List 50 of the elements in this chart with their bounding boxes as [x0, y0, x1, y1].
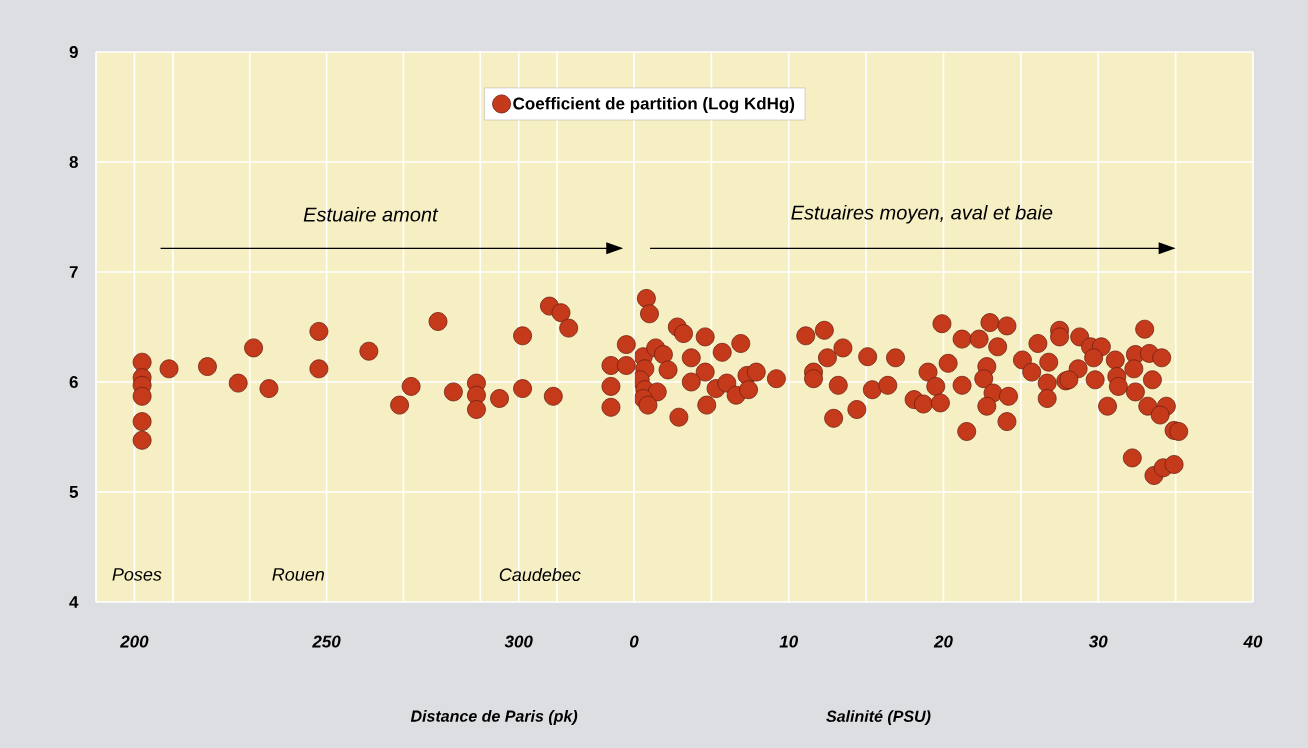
point — [198, 357, 217, 376]
y-tick-label: 5 — [69, 486, 78, 498]
point — [513, 326, 532, 346]
x-tick-label: 20 — [933, 635, 953, 648]
point — [601, 397, 621, 417]
point — [390, 395, 409, 415]
point — [601, 377, 621, 396]
x-axis-title: Distance de Paris (pk) — [410, 710, 578, 725]
point — [513, 379, 532, 398]
point — [401, 377, 421, 396]
point — [159, 359, 179, 379]
annotation: Poses — [112, 568, 162, 581]
x-tick-label: 300 — [504, 635, 533, 648]
point — [132, 430, 152, 450]
point — [601, 356, 621, 375]
point — [244, 338, 263, 358]
point — [309, 322, 329, 341]
point — [309, 359, 329, 379]
point — [559, 318, 579, 338]
y-tick-label: 4 — [69, 596, 79, 608]
point — [616, 356, 636, 375]
x-tick-label: 10 — [779, 635, 799, 648]
point — [467, 400, 486, 419]
point — [551, 303, 571, 323]
x-tick-label: 30 — [1088, 635, 1108, 648]
x-tick-label: 250 — [312, 635, 341, 648]
legend-label: Coefficient de partition (Log KdHg) — [513, 97, 795, 113]
y-tick-label: 9 — [69, 45, 78, 59]
annotation: Rouen — [272, 568, 324, 581]
annotation: Estuaire amont — [303, 206, 439, 222]
point — [428, 312, 448, 331]
x-axis-title: Salinité (PSU) — [826, 710, 931, 726]
y-tick-label: 8 — [69, 155, 78, 169]
x-tick-label: 200 — [119, 635, 149, 648]
y-tick-label: 7 — [69, 266, 78, 278]
annotation: Caudebec — [499, 567, 581, 582]
y-tick-label: 6 — [69, 375, 78, 389]
x-tick-label: 0 — [629, 635, 639, 648]
x-tick-label: 40 — [1243, 635, 1263, 648]
point — [443, 382, 463, 402]
point — [543, 386, 563, 406]
point — [228, 373, 248, 393]
point — [132, 386, 152, 406]
point — [132, 352, 152, 372]
point — [359, 341, 379, 361]
point — [490, 389, 509, 408]
annotation: Estuaires moyen, aval et baie — [791, 204, 1053, 224]
point — [259, 379, 279, 398]
point — [616, 335, 636, 354]
point — [132, 412, 152, 431]
